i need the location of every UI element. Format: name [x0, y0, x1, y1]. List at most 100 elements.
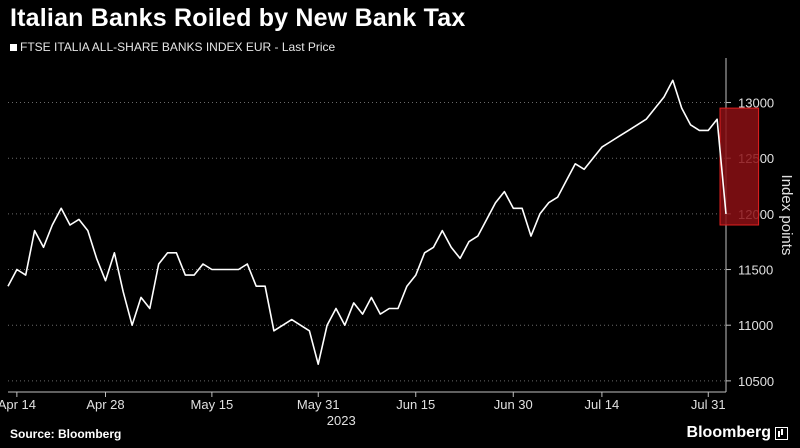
data-point	[521, 207, 523, 209]
x-year-label: 2023	[327, 413, 356, 428]
data-point	[300, 324, 302, 326]
data-point	[326, 324, 328, 326]
data-point	[370, 296, 372, 298]
data-point	[149, 308, 151, 310]
data-point	[583, 168, 585, 170]
data-point	[282, 324, 284, 326]
chart-title: Italian Banks Roiled by New Bank Tax	[10, 4, 466, 32]
data-point	[42, 246, 44, 248]
data-point	[193, 274, 195, 276]
data-point	[565, 179, 567, 181]
data-point	[654, 107, 656, 109]
data-point	[344, 324, 346, 326]
data-point	[335, 308, 337, 310]
data-point	[211, 269, 213, 271]
data-point	[459, 257, 461, 259]
data-point	[548, 202, 550, 204]
data-point	[512, 207, 514, 209]
data-point	[503, 191, 505, 193]
data-point	[353, 302, 355, 304]
brand-name: Bloomberg	[686, 424, 771, 441]
data-point	[105, 280, 107, 282]
data-point	[362, 313, 364, 315]
x-tick-label: Jun 30	[494, 397, 533, 412]
data-point	[113, 252, 115, 254]
data-point	[468, 241, 470, 243]
x-tick-label: May 15	[191, 397, 234, 412]
data-point	[158, 263, 160, 265]
data-point	[415, 274, 417, 276]
data-point	[681, 107, 683, 109]
data-point	[229, 269, 231, 271]
data-point	[7, 285, 9, 287]
data-point	[477, 235, 479, 237]
y-tick-label: 13000	[738, 96, 774, 111]
data-point	[96, 257, 98, 259]
data-point	[663, 96, 665, 98]
data-point	[379, 313, 381, 315]
data-point	[16, 269, 18, 271]
data-point	[78, 218, 80, 220]
series-line	[7, 79, 727, 365]
data-point	[397, 308, 399, 310]
data-point	[237, 269, 239, 271]
data-point	[424, 252, 426, 254]
legend-swatch	[10, 43, 17, 51]
data-point	[308, 330, 310, 332]
data-point	[388, 308, 390, 310]
data-point	[716, 118, 718, 120]
data-point	[122, 291, 124, 293]
data-point	[264, 285, 266, 287]
legend-label: FTSE ITALIA ALL-SHARE BANKS INDEX EUR - …	[20, 40, 336, 54]
data-point	[557, 196, 559, 198]
data-point	[698, 129, 700, 131]
data-point	[291, 319, 293, 321]
brand-logo: Bloomberg	[687, 424, 788, 442]
source-note: Source: Bloomberg	[10, 427, 122, 441]
data-point	[495, 202, 497, 204]
data-point	[255, 285, 257, 287]
data-point	[246, 263, 248, 265]
data-point	[317, 363, 319, 365]
x-tick-label: Apr 28	[86, 397, 124, 412]
brand-chart-icon	[775, 426, 788, 440]
y-tick-label: 11500	[738, 263, 773, 278]
data-point	[672, 79, 674, 81]
data-point	[51, 224, 53, 226]
data-point	[184, 274, 186, 276]
data-point	[450, 246, 452, 248]
data-point	[202, 263, 204, 265]
y-tick-label: 11000	[738, 318, 773, 333]
data-point	[69, 224, 71, 226]
data-point	[619, 135, 621, 137]
data-point	[636, 124, 638, 126]
data-point	[140, 296, 142, 298]
data-point	[725, 213, 727, 215]
x-tick-label: Jul 31	[691, 397, 726, 412]
data-point	[441, 230, 443, 232]
data-point	[627, 129, 629, 131]
data-point	[645, 118, 647, 120]
highlight-box	[719, 107, 760, 226]
data-point	[690, 124, 692, 126]
data-point	[273, 330, 275, 332]
data-point	[574, 163, 576, 165]
y-tick-label: 10500	[738, 374, 774, 389]
legend: FTSE ITALIA ALL-SHARE BANKS INDEX EUR - …	[10, 40, 335, 54]
data-point	[175, 252, 177, 254]
data-point	[601, 146, 603, 148]
data-point	[406, 285, 408, 287]
data-point	[60, 207, 62, 209]
x-tick-label: Jul 14	[585, 397, 620, 412]
x-tick-label: Jun 15	[396, 397, 435, 412]
data-point	[539, 213, 541, 215]
data-point	[432, 246, 434, 248]
x-tick-label: Apr 14	[0, 397, 36, 412]
data-point	[25, 274, 27, 276]
data-point	[486, 218, 488, 220]
data-point	[610, 141, 612, 143]
data-point	[34, 230, 36, 232]
data-point	[592, 157, 594, 159]
data-point	[707, 129, 709, 131]
